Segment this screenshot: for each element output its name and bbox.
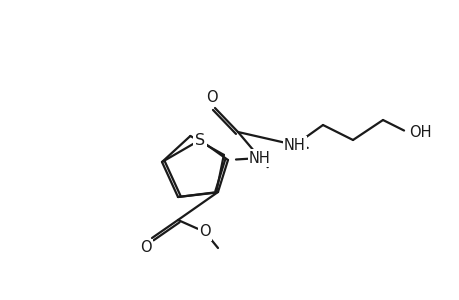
Text: O: O: [140, 241, 151, 256]
Text: OH: OH: [408, 124, 431, 140]
Text: O: O: [199, 224, 210, 239]
Text: NH: NH: [249, 151, 270, 166]
Text: O: O: [206, 89, 218, 104]
Text: NH: NH: [284, 137, 305, 152]
Text: S: S: [195, 133, 205, 148]
